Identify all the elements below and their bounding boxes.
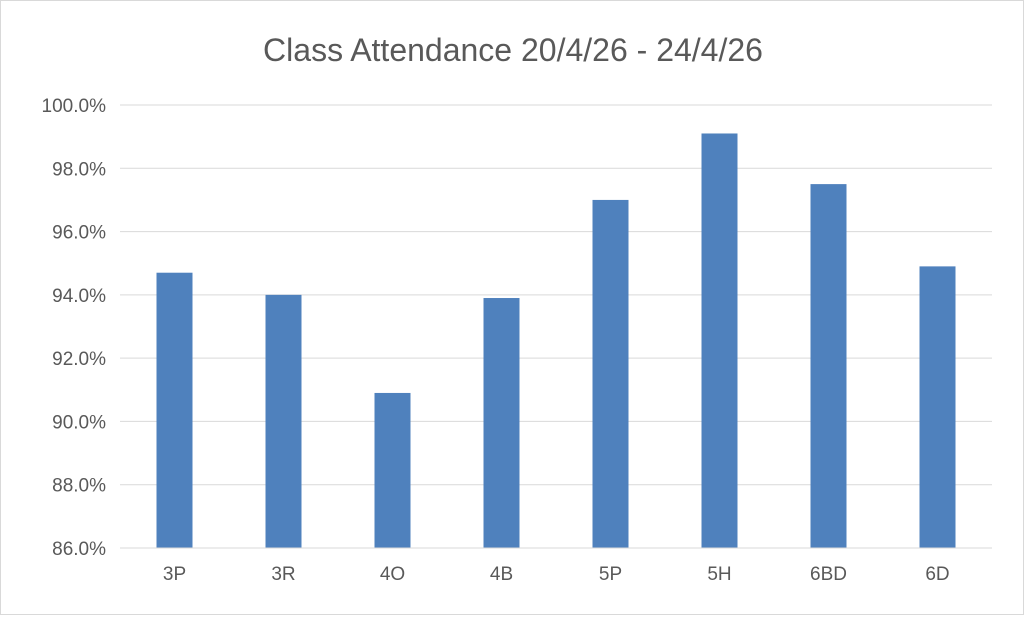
bar [919, 266, 956, 548]
x-axis: 3P 3R 4O 4B 5P 5H 6BD 6D [120, 547, 992, 585]
y-tick-label: 90.0% [52, 412, 106, 433]
bars [156, 133, 956, 548]
x-tick-label: 5P [599, 564, 622, 585]
x-tick-label: 4O [380, 564, 405, 585]
y-tick-label: 92.0% [52, 349, 106, 370]
y-axis: 86.0% 88.0% 90.0% 92.0% 94.0% 96.0% 98.0% 100.0… [42, 96, 107, 560]
bar [810, 184, 847, 548]
chart-title: Class Attendance 20/4/26 - 24/4/26 [263, 32, 763, 68]
bar [265, 294, 302, 548]
y-tick-label: 86.0% [52, 539, 106, 560]
bar [592, 199, 629, 548]
y-tick-label: 98.0% [52, 159, 106, 180]
bar [483, 298, 520, 548]
y-tick-label: 94.0% [52, 286, 106, 307]
x-tick-label: 4B [490, 564, 513, 585]
x-tick-label: 5H [707, 564, 731, 585]
bar [701, 133, 738, 548]
gridlines [120, 104, 992, 549]
bar [374, 392, 411, 548]
x-tick-label: 3P [163, 564, 186, 585]
x-tick-label: 6BD [810, 564, 847, 585]
y-tick-label: 88.0% [52, 476, 106, 497]
y-tick-label: 100.0% [42, 96, 107, 117]
x-tick-label: 3R [271, 564, 295, 585]
bar [156, 272, 193, 548]
x-tick-label: 6D [925, 564, 949, 585]
y-tick-label: 96.0% [52, 223, 106, 244]
